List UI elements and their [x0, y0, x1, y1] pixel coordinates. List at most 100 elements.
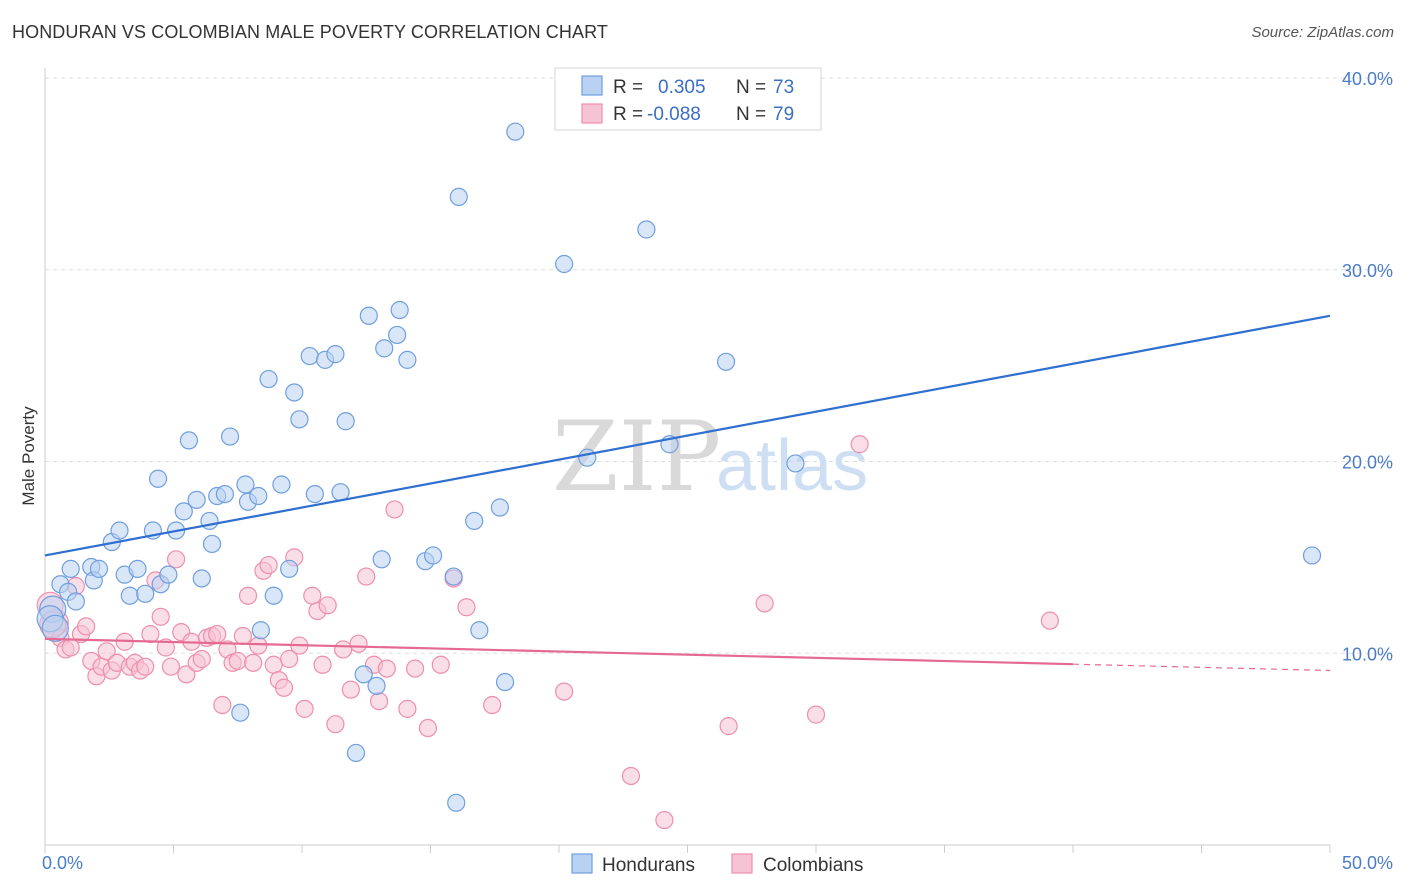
point-colombian: [244, 653, 263, 672]
point-colombian: [213, 695, 232, 715]
point-colombian: [326, 715, 345, 734]
point-honduran: [359, 306, 378, 325]
legend-label-hondurans: Hondurans: [602, 855, 695, 876]
point-honduran: [120, 586, 139, 605]
point-honduran: [61, 559, 80, 578]
point-colombian: [259, 555, 278, 575]
point-colombian: [405, 659, 425, 678]
y-tick-label: 20.0%: [1342, 453, 1393, 473]
point-honduran: [285, 383, 304, 402]
point-colombian: [156, 638, 175, 657]
point-honduran: [470, 621, 489, 640]
point-colombian: [850, 435, 869, 454]
point-colombian: [431, 655, 450, 674]
point-honduran: [110, 521, 129, 540]
point-colombian: [318, 596, 337, 615]
point-honduran: [490, 498, 509, 517]
point-honduran: [375, 339, 394, 358]
point-colombian: [655, 810, 674, 830]
point-honduran: [89, 559, 109, 578]
point-honduran: [280, 559, 299, 578]
stats-n-value-hondurans: 73: [773, 77, 794, 98]
point-honduran: [637, 220, 656, 239]
stats-r-value-hondurans: 0.305: [658, 77, 706, 98]
point-colombian: [1040, 611, 1059, 630]
point-honduran: [128, 559, 147, 578]
point-honduran: [555, 254, 574, 274]
point-honduran: [66, 592, 85, 611]
point-honduran: [259, 369, 278, 389]
data-points: [36, 122, 1322, 830]
point-colombian: [377, 659, 396, 678]
point-honduran: [251, 621, 270, 640]
point-colombian: [238, 586, 258, 605]
point-honduran: [264, 586, 283, 605]
point-honduran: [41, 614, 69, 642]
point-colombian: [77, 617, 96, 636]
point-colombian: [161, 657, 181, 676]
point-colombian: [280, 649, 299, 669]
point-colombian: [398, 699, 417, 718]
trend-line-extension-colombians: [1072, 663, 1331, 672]
point-colombian: [192, 649, 211, 669]
x-tick-label: 50.0%: [1342, 853, 1393, 873]
point-honduran: [506, 122, 525, 141]
point-colombian: [457, 598, 476, 617]
stats-legend: R = 0.305 N = 73 R = -0.088 N = 79: [554, 67, 822, 131]
point-colombian: [621, 766, 641, 786]
point-colombian: [341, 680, 360, 699]
point-honduran: [578, 448, 597, 467]
trend-line-colombians: [44, 637, 1074, 666]
point-honduran: [336, 412, 355, 431]
point-colombian: [249, 636, 268, 655]
point-honduran: [346, 743, 366, 763]
stats-swatch-colombians: [581, 103, 603, 124]
point-honduran: [300, 346, 319, 366]
y-axis-label: Male Poverty: [19, 406, 38, 506]
y-tick-label: 30.0%: [1342, 261, 1393, 281]
point-honduran: [444, 567, 463, 586]
point-colombian: [97, 642, 116, 661]
series-legend: Hondurans Colombians: [571, 853, 863, 876]
point-honduran: [398, 350, 417, 369]
point-honduran: [159, 565, 178, 584]
stats-n-label-colombians: N =: [736, 104, 766, 125]
point-colombian: [295, 699, 314, 718]
point-colombian: [141, 624, 160, 644]
point-honduran: [495, 672, 515, 692]
point-honduran: [290, 410, 309, 429]
point-honduran: [215, 484, 234, 504]
point-honduran: [187, 490, 206, 509]
point-honduran: [202, 534, 222, 554]
point-colombian: [555, 682, 574, 701]
axes: [44, 68, 1331, 853]
point-colombian: [303, 586, 322, 605]
y-tick-label: 40.0%: [1342, 69, 1393, 89]
stats-n-label-hondurans: N =: [736, 77, 766, 98]
point-honduran: [231, 703, 250, 722]
point-colombian: [349, 634, 368, 653]
point-colombian: [313, 655, 332, 674]
point-colombian: [208, 624, 227, 644]
point-colombian: [385, 500, 404, 519]
x-tick-labels: 0.0% 50.0%: [42, 853, 1393, 873]
x-tick-label: 0.0%: [42, 853, 83, 873]
point-colombian: [264, 655, 283, 674]
point-colombian: [357, 567, 376, 586]
point-honduran: [220, 427, 240, 446]
point-honduran: [423, 546, 443, 565]
point-colombian: [483, 695, 502, 715]
legend-label-colombians: Colombians: [763, 855, 863, 876]
stats-swatch-hondurans: [581, 75, 603, 96]
stats-r-label-hondurans: R =: [613, 77, 643, 98]
point-honduran: [1302, 546, 1322, 565]
point-colombian: [228, 651, 247, 671]
point-honduran: [136, 584, 155, 603]
stats-r-label-colombians: R =: [613, 104, 643, 125]
point-colombian: [177, 665, 196, 684]
point-colombian: [370, 692, 389, 711]
stats-n-value-colombians: 79: [773, 104, 794, 125]
point-honduran: [354, 665, 373, 684]
point-honduran: [326, 345, 345, 364]
